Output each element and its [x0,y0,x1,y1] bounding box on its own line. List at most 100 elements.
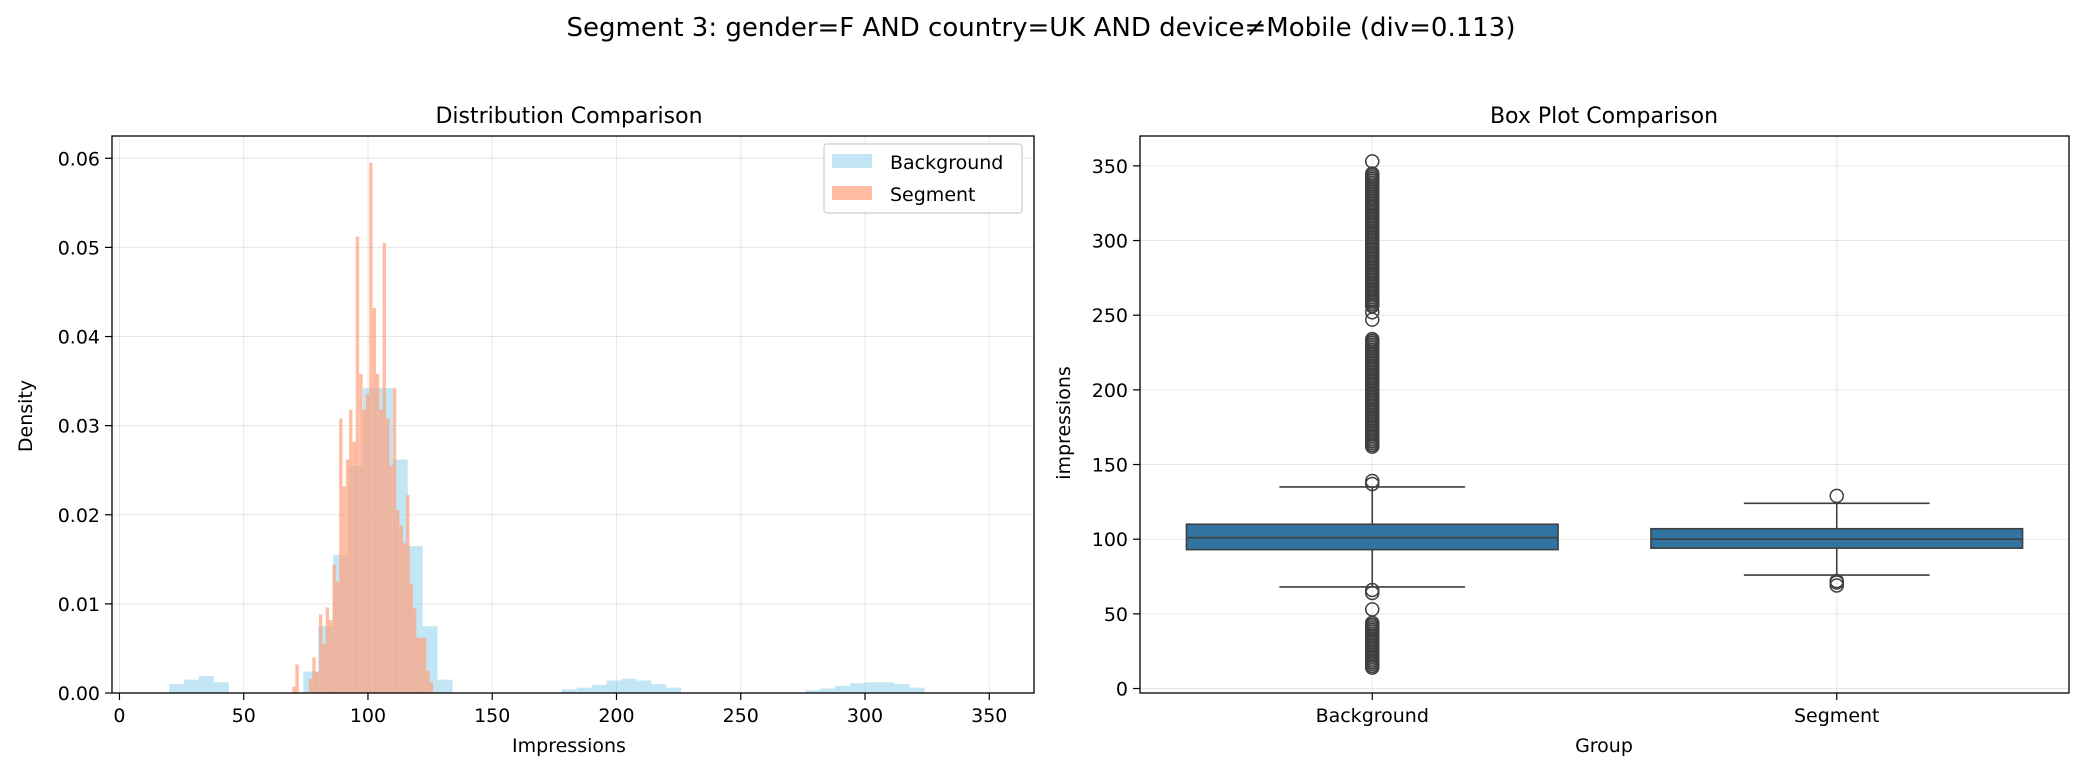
box-x-ticks: Background Segment [1316,693,1880,727]
box-y-tick-label: 300 [1092,231,1128,253]
hist-bar [835,685,851,693]
hist-bar [365,394,370,693]
hist-legend: Background Segment [823,143,1023,214]
hist-bar [409,584,413,693]
hist-grid [112,136,1034,694]
hist-bars [169,162,925,694]
hist-x-tick-label: 0 [113,705,125,727]
hist-bar [328,619,333,693]
hist-y-ticks: 0.00 0.01 0.02 0.03 0.04 0.05 0.06 [58,148,112,705]
hist-bar [437,679,453,693]
hist-bar [820,688,836,693]
hist-bar [422,637,427,693]
hist-bar [389,465,393,693]
hist-bar [636,680,652,693]
hist-bar [319,614,323,693]
hist-bar [359,373,363,693]
hist-y-tick-label: 0.03 [58,416,100,438]
hist-bar [416,637,420,693]
hist-x-tick-label: 250 [723,705,759,727]
hist-bar [909,687,925,693]
legend-label-segment: Segment [890,184,976,206]
hist-xlabel: Impressions [512,735,626,757]
hist-y-tick-label: 0.02 [58,505,100,527]
hist-bar [342,486,346,693]
box-plot-comparison-chart: Box Plot Comparison Background Segment 0 5… [1053,104,2070,757]
hist-bar [666,687,682,693]
outlier-point [1365,473,1380,489]
hist-bar [345,459,350,693]
hist-plot-frame [111,135,1035,694]
distribution-comparison-chart: Distribution Comparison 0 50 100 150 200 250 3… [15,104,1035,757]
hist-bar [362,409,366,693]
hist-y-tick-label: 0.05 [58,237,100,259]
hist-bar [879,682,895,693]
hist-bar [621,678,637,693]
hist-bar [382,242,386,693]
hist-bar [315,671,319,693]
hist-bar [402,543,407,693]
hist-bar [576,687,592,693]
outlier-point [1365,602,1380,617]
box-y-tick-label: 0 [1116,679,1128,701]
hist-x-ticks: 0 50 100 150 200 250 300 350 [113,693,1007,727]
box-plot-frame [1139,135,2070,694]
box-x-tick-label: Background [1316,705,1429,727]
hist-x-tick-label: 350 [971,705,1007,727]
hist-bar [308,678,313,693]
outlier-point [1365,312,1380,327]
box-y-ticks: 0 50 100 150 200 250 300 350 [1092,156,1140,701]
outlier-point [1365,166,1380,181]
hist-bar [332,564,336,693]
hist-bar [392,388,397,693]
outlier-point [1829,573,1844,589]
legend-swatch-segment [832,186,872,200]
legend-frame [823,143,1023,214]
outlier-point [1365,304,1380,320]
hist-bar [591,684,607,693]
box-grid [1140,136,2069,693]
hist-bar [379,409,383,693]
figure-suptitle: Segment 3: gender=F AND country=UK AND d… [567,13,1516,43]
hist-bar [865,682,880,693]
outlier-point [1365,582,1380,598]
hist-x-tick-label: 100 [350,705,386,727]
box-marks [1185,154,2024,675]
box-y-tick-label: 250 [1092,305,1128,327]
box-xlabel: Group [1575,735,1633,757]
hist-bar [335,581,340,693]
hist-bar [894,684,910,693]
box-background [1185,154,1559,675]
hist-series-segment [292,162,433,694]
hist-bar [369,162,373,694]
outlier-point [1365,154,1380,169]
outlier-point [1829,488,1844,504]
box-x-tick-label: Segment [1794,705,1880,727]
hist-bar [352,441,356,693]
hist-y-tick-label: 0.00 [58,683,100,705]
hist-ylabel: Density [15,380,37,452]
hist-bar [606,680,622,693]
box-y-tick-label: 50 [1104,604,1128,626]
hist-bar [213,682,229,693]
box-ylabel: impressions [1053,366,1075,480]
hist-bar [805,690,821,693]
hist-series-background [169,388,925,693]
hist-bar [322,643,326,693]
box-y-tick-label: 150 [1092,455,1128,477]
hist-bar [426,670,430,693]
hist-bar [375,373,380,693]
hist-bar [651,684,667,693]
hist-bar [295,664,299,693]
box-y-tick-label: 350 [1092,156,1128,178]
hist-bar [355,236,360,693]
hist-bar [386,418,390,693]
hist-bar [198,676,214,693]
hist-bar [325,607,330,693]
hist-x-tick-label: 200 [598,705,634,727]
hist-bar [169,684,185,693]
hist-bar [396,510,400,693]
box-y-tick-label: 100 [1092,529,1128,551]
box-title: Box Plot Comparison [1490,104,1718,129]
hist-y-tick-label: 0.01 [58,594,100,616]
